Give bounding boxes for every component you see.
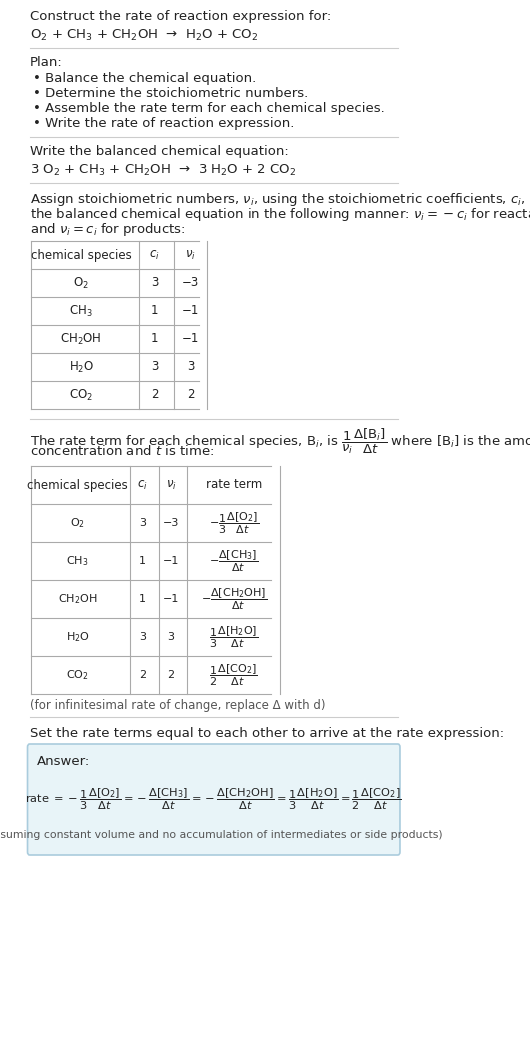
Text: (assuming constant volume and no accumulation of intermediates or side products): (assuming constant volume and no accumul… <box>0 830 443 840</box>
Text: The rate term for each chemical species, B$_i$, is $\dfrac{1}{\nu_i}\dfrac{\Delt: The rate term for each chemical species,… <box>30 427 530 456</box>
Text: −3: −3 <box>163 518 179 528</box>
Text: 3: 3 <box>187 360 194 374</box>
Text: CO$_2$: CO$_2$ <box>66 668 89 682</box>
Text: 1: 1 <box>139 556 146 566</box>
Text: H$_2$O: H$_2$O <box>69 359 94 375</box>
Text: −1: −1 <box>182 305 199 317</box>
Text: rate $= -\dfrac{1}{3}\dfrac{\Delta[\mathrm{O_2}]}{\Delta t} = -\dfrac{\Delta[\ma: rate $= -\dfrac{1}{3}\dfrac{\Delta[\math… <box>25 786 402 812</box>
Text: Write the balanced chemical equation:: Write the balanced chemical equation: <box>30 145 288 158</box>
Text: • Determine the stoichiometric numbers.: • Determine the stoichiometric numbers. <box>32 87 308 100</box>
Text: $\dfrac{1}{2}\dfrac{\Delta[\mathrm{CO_2}]}{\Delta t}$: $\dfrac{1}{2}\dfrac{\Delta[\mathrm{CO_2}… <box>209 662 258 688</box>
Text: $\nu_i$: $\nu_i$ <box>185 248 196 262</box>
Text: CH$_3$: CH$_3$ <box>66 554 89 568</box>
Text: $-\dfrac{\Delta[\mathrm{CH_3}]}{\Delta t}$: $-\dfrac{\Delta[\mathrm{CH_3}]}{\Delta t… <box>209 548 258 574</box>
Text: 2: 2 <box>139 670 146 680</box>
Text: chemical species: chemical species <box>27 478 128 492</box>
Text: concentration and $t$ is time:: concentration and $t$ is time: <box>30 444 214 458</box>
Text: (for infinitesimal rate of change, replace Δ with d): (for infinitesimal rate of change, repla… <box>30 699 325 712</box>
Text: • Write the rate of reaction expression.: • Write the rate of reaction expression. <box>32 117 294 130</box>
Text: Assign stoichiometric numbers, $\nu_i$, using the stoichiometric coefficients, $: Assign stoichiometric numbers, $\nu_i$, … <box>30 191 530 208</box>
FancyBboxPatch shape <box>28 744 400 855</box>
Text: 3: 3 <box>151 360 158 374</box>
Text: $-\dfrac{1}{3}\dfrac{\Delta[\mathrm{O_2}]}{\Delta t}$: $-\dfrac{1}{3}\dfrac{\Delta[\mathrm{O_2}… <box>209 511 259 536</box>
Text: 2: 2 <box>167 670 175 680</box>
Text: 3 O$_2$ + CH$_3$ + CH$_2$OH  →  3 H$_2$O + 2 CO$_2$: 3 O$_2$ + CH$_3$ + CH$_2$OH → 3 H$_2$O +… <box>30 163 296 179</box>
Text: 3: 3 <box>167 632 174 642</box>
Text: Plan:: Plan: <box>30 56 63 69</box>
Text: −3: −3 <box>182 277 199 289</box>
Text: Construct the rate of reaction expression for:: Construct the rate of reaction expressio… <box>30 10 331 23</box>
Text: • Assemble the rate term for each chemical species.: • Assemble the rate term for each chemic… <box>32 102 384 115</box>
Text: −1: −1 <box>182 332 199 346</box>
Text: rate term: rate term <box>206 478 262 492</box>
Text: 3: 3 <box>139 632 146 642</box>
Text: Answer:: Answer: <box>37 755 90 768</box>
Text: • Balance the chemical equation.: • Balance the chemical equation. <box>32 72 256 85</box>
Text: CH$_2$OH: CH$_2$OH <box>60 331 102 347</box>
Text: CO$_2$: CO$_2$ <box>69 387 93 403</box>
Text: CH$_2$OH: CH$_2$OH <box>58 592 98 606</box>
Text: $c_i$: $c_i$ <box>137 478 148 492</box>
Text: $c_i$: $c_i$ <box>149 248 160 262</box>
Text: O$_2$: O$_2$ <box>73 276 89 290</box>
Text: the balanced chemical equation in the following manner: $\nu_i = -c_i$ for react: the balanced chemical equation in the fo… <box>30 206 530 223</box>
Text: 1: 1 <box>151 305 158 317</box>
Text: 1: 1 <box>151 332 158 346</box>
Text: CH$_3$: CH$_3$ <box>69 304 93 318</box>
Text: O$_2$ + CH$_3$ + CH$_2$OH  →  H$_2$O + CO$_2$: O$_2$ + CH$_3$ + CH$_2$OH → H$_2$O + CO$… <box>30 28 258 43</box>
Text: and $\nu_i = c_i$ for products:: and $\nu_i = c_i$ for products: <box>30 221 186 238</box>
Text: −1: −1 <box>163 594 179 604</box>
Text: $-\dfrac{\Delta[\mathrm{CH_2OH}]}{\Delta t}$: $-\dfrac{\Delta[\mathrm{CH_2OH}]}{\Delta… <box>201 587 267 612</box>
Text: 3: 3 <box>151 277 158 289</box>
Text: O$_2$: O$_2$ <box>70 516 85 530</box>
Text: 2: 2 <box>151 388 158 402</box>
Text: H$_2$O: H$_2$O <box>66 631 90 644</box>
Text: −1: −1 <box>163 556 179 566</box>
Text: 2: 2 <box>187 388 194 402</box>
Text: $\dfrac{1}{3}\dfrac{\Delta[\mathrm{H_2O}]}{\Delta t}$: $\dfrac{1}{3}\dfrac{\Delta[\mathrm{H_2O}… <box>209 624 259 649</box>
Text: Set the rate terms equal to each other to arrive at the rate expression:: Set the rate terms equal to each other t… <box>30 727 504 740</box>
Text: 3: 3 <box>139 518 146 528</box>
Text: 1: 1 <box>139 594 146 604</box>
Text: $\nu_i$: $\nu_i$ <box>166 478 176 492</box>
Text: chemical species: chemical species <box>31 248 131 261</box>
